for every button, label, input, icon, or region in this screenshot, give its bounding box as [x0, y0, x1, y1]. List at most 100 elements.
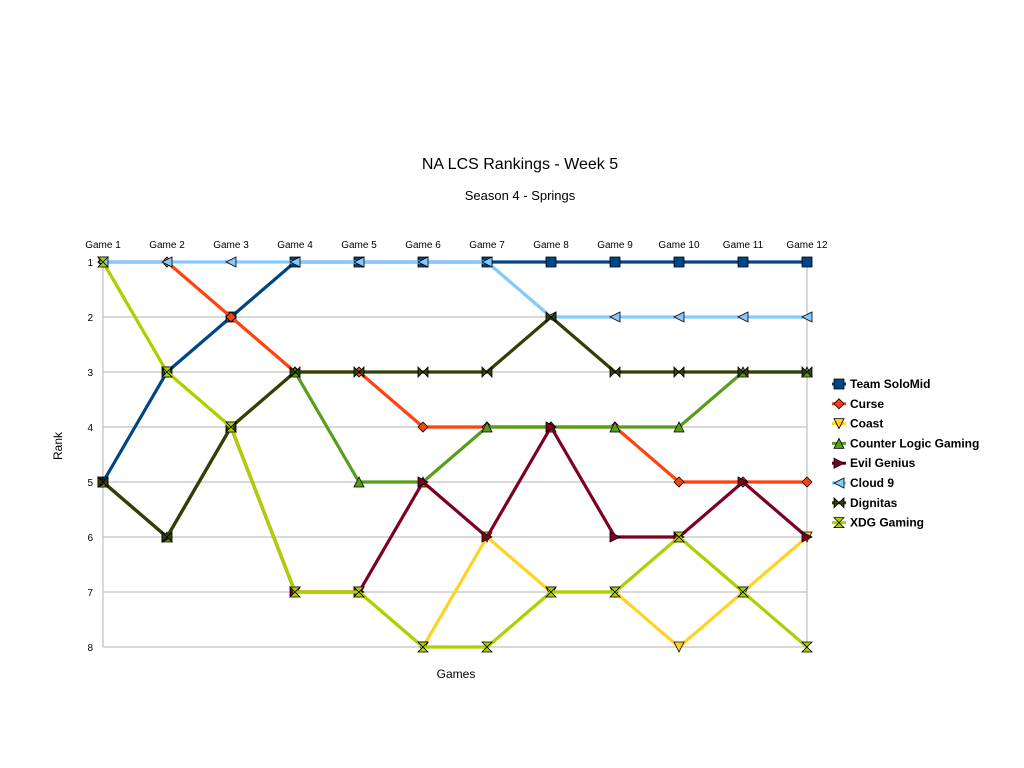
data-point: [417, 476, 429, 488]
x-tick-label: Game 1: [85, 240, 121, 251]
data-point: [737, 586, 749, 598]
legend-marker: [833, 418, 845, 430]
data-point: [289, 256, 301, 268]
data-point: [97, 256, 109, 268]
data-point: [545, 311, 557, 323]
data-point: [545, 586, 557, 598]
data-point: [737, 256, 749, 268]
data-point: [801, 476, 813, 488]
x-tick-label: Game 5: [341, 240, 377, 251]
y-tick-label: 2: [87, 313, 93, 324]
series-dignitas: [97, 311, 813, 543]
data-point: [97, 476, 109, 488]
data-point: [609, 531, 621, 543]
data-point: [609, 586, 621, 598]
data-point: [801, 256, 813, 268]
legend-label: Team SoloMid: [850, 377, 930, 391]
data-point: [673, 256, 685, 268]
series-layer: [97, 256, 813, 653]
data-point: [673, 531, 685, 543]
data-point: [481, 421, 493, 433]
x-tick-label: Game 8: [533, 240, 569, 251]
data-point: [609, 311, 621, 323]
legend-marker: [833, 477, 845, 489]
data-point: [161, 531, 173, 543]
series-line: [101, 370, 807, 539]
y-tick-label: 6: [87, 533, 93, 544]
data-point: [801, 531, 813, 543]
data-point: [225, 311, 237, 323]
data-point: [481, 641, 493, 653]
series-cloud-9: [97, 256, 813, 323]
x-tick-label: Game 10: [658, 240, 700, 251]
y-tick-label: 3: [87, 368, 93, 379]
grid-lines: [102, 261, 808, 648]
legend-label: Evil Genius: [850, 456, 916, 470]
data-point: [289, 366, 301, 378]
data-point: [609, 256, 621, 268]
legend-label: Curse: [850, 397, 884, 411]
x-tick-label: Game 12: [786, 240, 828, 251]
data-point: [225, 421, 237, 433]
legend-label: XDG Gaming: [850, 516, 924, 530]
data-point: [673, 366, 685, 378]
data-point: [673, 641, 685, 653]
data-point: [161, 256, 173, 268]
data-point: [353, 586, 365, 598]
data-point: [353, 256, 365, 268]
legend-marker: [833, 517, 845, 528]
series-line: [103, 260, 807, 484]
data-point: [353, 366, 365, 378]
y-tick-label: 1: [87, 258, 93, 269]
legend-label: Dignitas: [850, 496, 898, 510]
legend-marker: [833, 378, 845, 390]
data-point: [673, 311, 685, 323]
legend-marker: [833, 457, 845, 469]
legend-label: Counter Logic Gaming: [850, 436, 979, 450]
axis-ticks: Game 1 Game 2 Game 3 Game 4 Game 5 Game 6 Game…: [85, 240, 828, 654]
y-tick-label: 5: [87, 478, 93, 489]
data-point: [737, 311, 749, 323]
x-tick-label: Game 7: [469, 240, 505, 251]
data-point: [737, 366, 749, 378]
y-tick-label: 4: [87, 423, 93, 434]
data-point: [801, 311, 813, 323]
data-point: [801, 366, 813, 378]
x-tick-label: Game 4: [277, 240, 313, 251]
y-axis-label: Rank: [51, 431, 65, 460]
chart-subtitle: Season 4 - Springs: [465, 188, 576, 203]
y-tick-label: 7: [87, 588, 93, 599]
data-point: [417, 421, 429, 433]
legend-marker: [833, 437, 845, 449]
chart-title: NA LCS Rankings - Week 5: [422, 156, 618, 173]
data-point: [417, 256, 429, 268]
data-point: [481, 531, 493, 543]
legend-label: Cloud 9: [850, 476, 894, 490]
legend-marker: [833, 398, 845, 410]
x-tick-label: Game 6: [405, 240, 441, 251]
data-point: [417, 641, 429, 653]
data-point: [481, 366, 493, 378]
data-point: [545, 256, 557, 268]
data-point: [801, 641, 813, 653]
data-point: [673, 476, 685, 488]
legend: Team SoloMid Curse Coast Counter Logic Gami…: [832, 377, 979, 530]
x-tick-label: Game 2: [149, 240, 185, 251]
series-line: [101, 425, 809, 594]
series-line: [103, 260, 807, 319]
data-point: [353, 476, 365, 488]
series-xdg-gaming: [97, 256, 813, 653]
x-tick-label: Game 11: [723, 240, 764, 251]
legend-label: Coast: [850, 417, 883, 431]
data-point: [481, 256, 493, 268]
data-point: [289, 586, 301, 598]
data-point: [545, 421, 557, 433]
series-evil-genius: [97, 421, 813, 598]
x-axis-label: Games: [437, 667, 476, 681]
data-point: [417, 366, 429, 378]
x-tick-label: Game 9: [597, 240, 633, 251]
y-tick-label: 8: [87, 643, 93, 654]
data-point: [737, 476, 749, 488]
x-tick-label: Game 3: [213, 240, 249, 251]
